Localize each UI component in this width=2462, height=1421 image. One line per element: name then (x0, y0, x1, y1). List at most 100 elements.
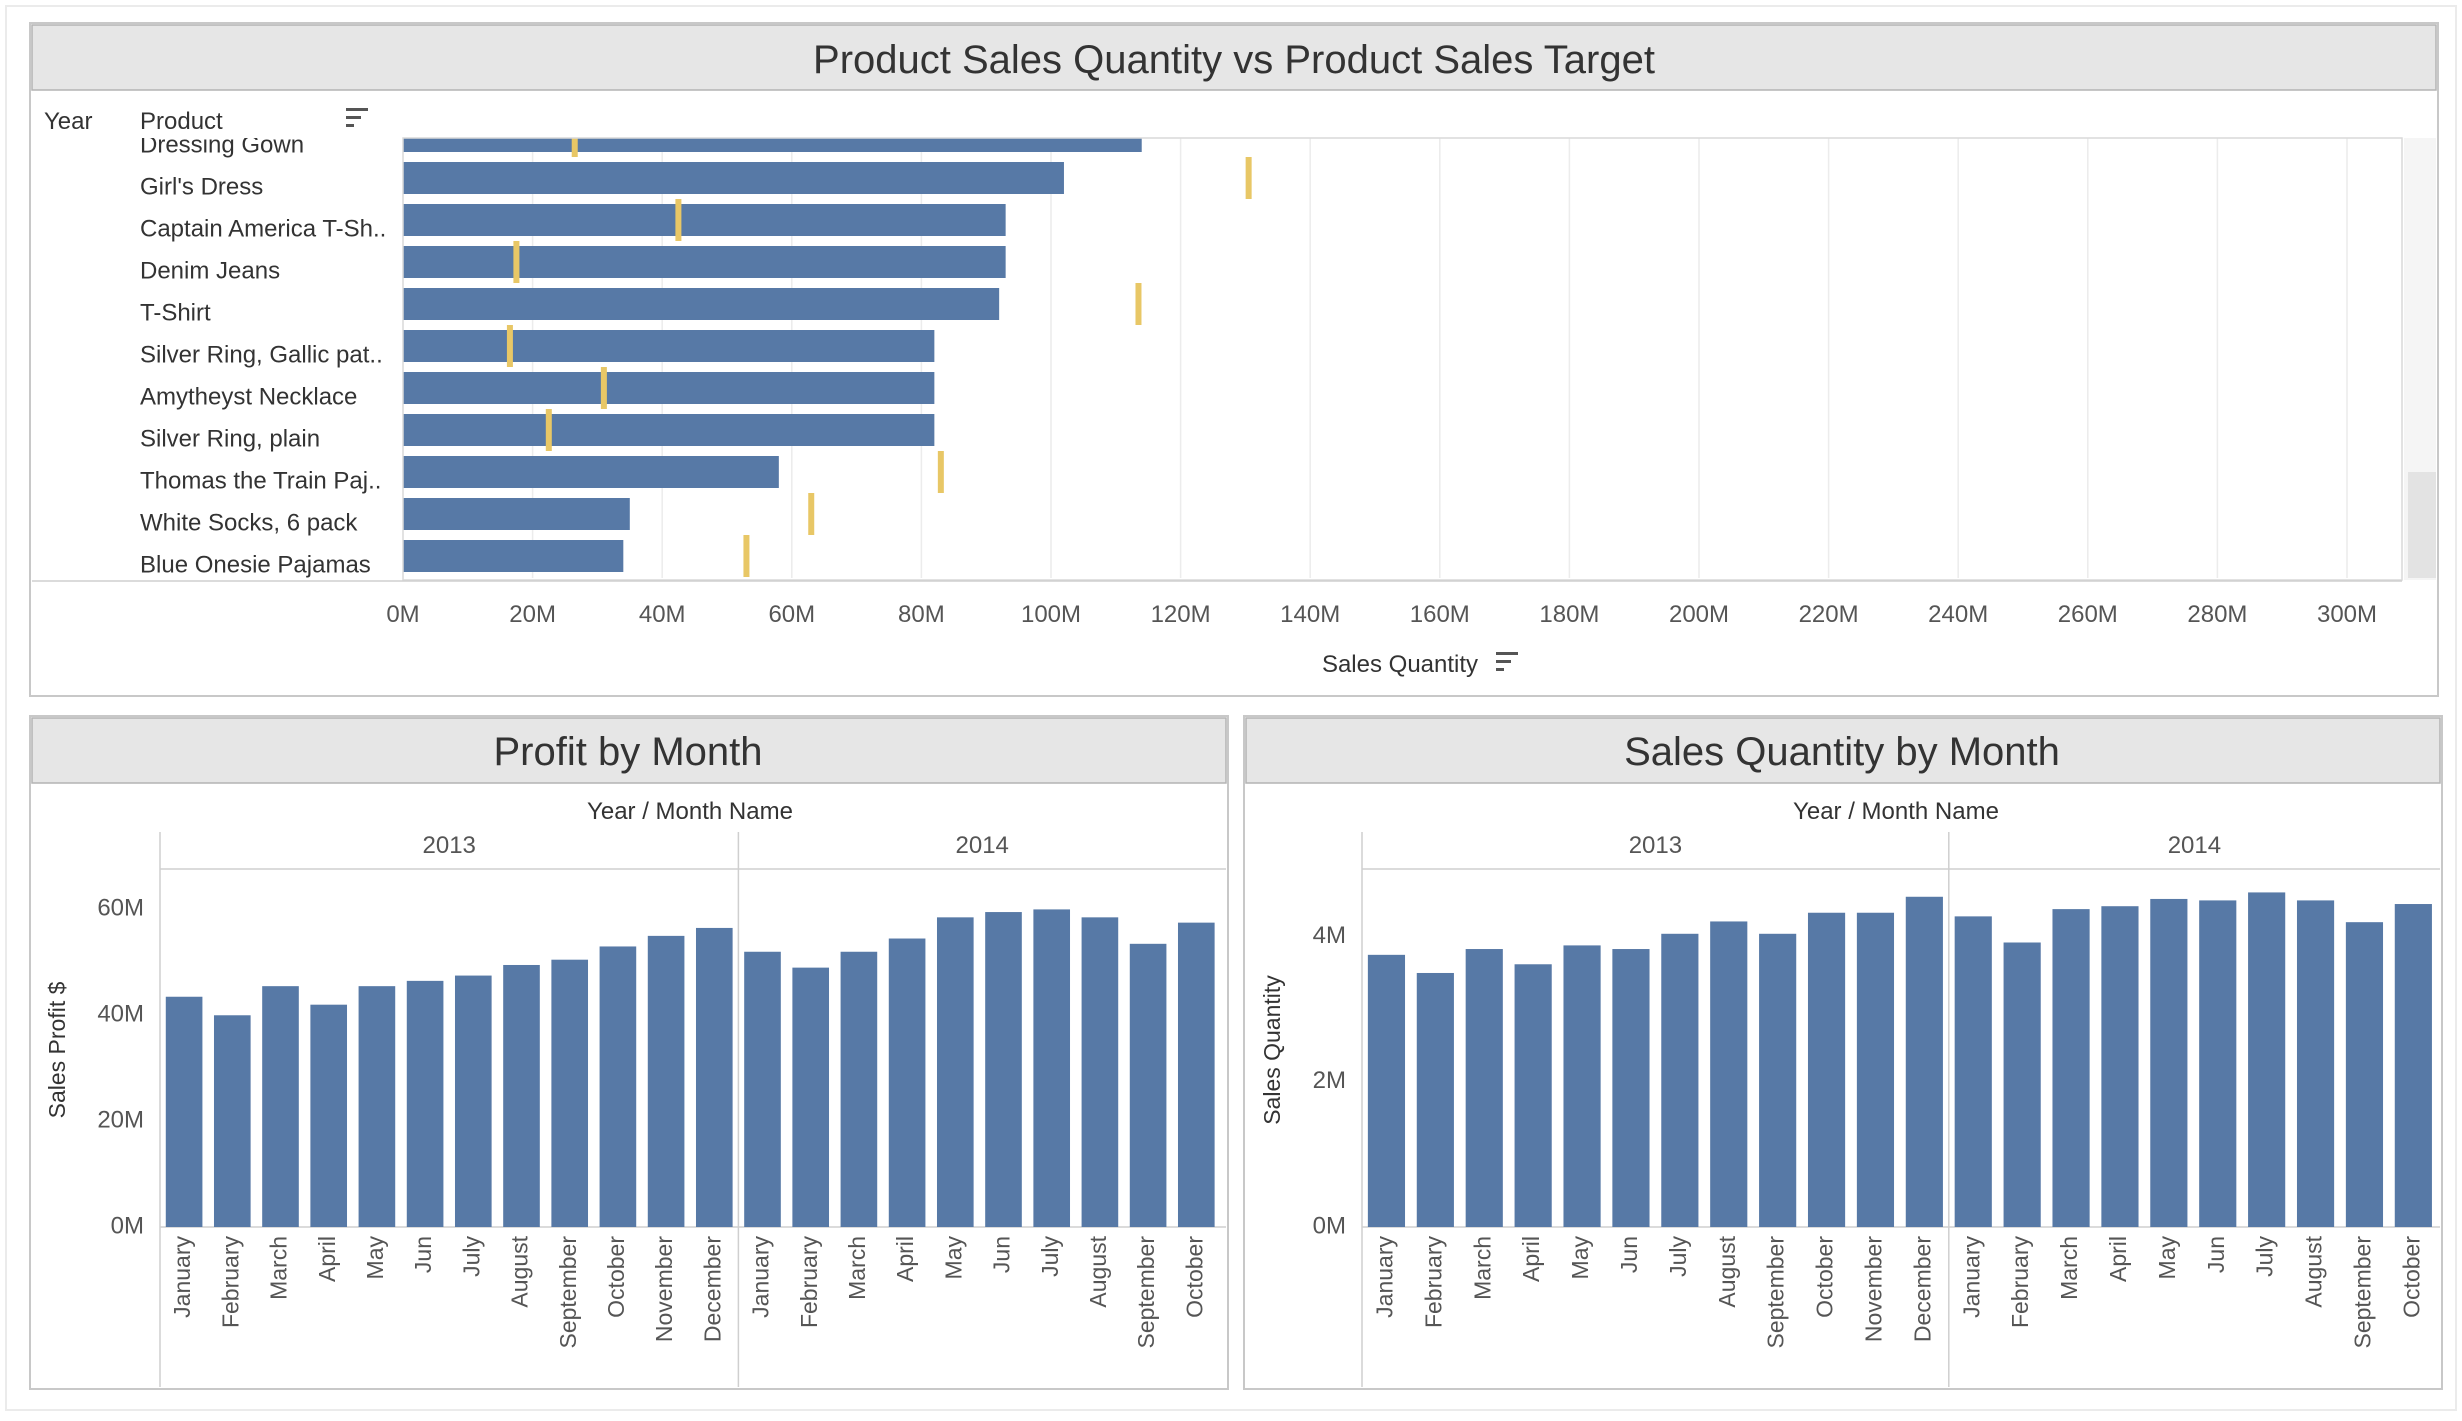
month-label: Jun (989, 1236, 1015, 1273)
month-bar[interactable] (2101, 906, 2139, 1227)
month-label: September (1133, 1236, 1159, 1349)
month-bar[interactable] (985, 912, 1022, 1227)
month-bar[interactable] (647, 935, 685, 1227)
month-bar[interactable] (1514, 964, 1552, 1227)
sort-icon[interactable] (1496, 652, 1518, 671)
scrollbar-thumb[interactable] (2408, 472, 2436, 578)
sales-quantity-bar[interactable] (403, 456, 779, 488)
month-label: August (507, 1235, 533, 1307)
row-header-product[interactable]: Product (140, 108, 223, 135)
month-label: Jun (1616, 1236, 1642, 1273)
month-bar[interactable] (1710, 921, 1748, 1227)
sales-target-marker[interactable] (545, 409, 552, 451)
month-bar[interactable] (888, 938, 926, 1227)
product-label[interactable]: Silver Ring, Gallic pat.. (140, 341, 383, 368)
month-bar[interactable] (1612, 949, 1650, 1227)
year-header[interactable]: 2013 (1629, 832, 1682, 859)
month-bar[interactable] (406, 980, 444, 1227)
product-label[interactable]: Silver Ring, plain (140, 425, 320, 452)
month-bar[interactable] (1033, 909, 1071, 1227)
sales-quantity-bar[interactable] (403, 246, 1006, 278)
year-header[interactable]: 2013 (423, 832, 476, 859)
month-bar[interactable] (2199, 900, 2237, 1227)
product-label[interactable]: Denim Jeans (140, 257, 280, 284)
sales-target-marker[interactable] (513, 241, 520, 283)
sales-quantity-bar[interactable] (403, 120, 1142, 152)
product-label[interactable]: T-Shirt (140, 299, 211, 326)
month-bar[interactable] (262, 986, 299, 1227)
month-label: March (844, 1236, 870, 1300)
month-bar[interactable] (2052, 909, 2090, 1227)
month-label: July (1037, 1236, 1063, 1277)
sales-target-marker[interactable] (1245, 157, 1252, 199)
sort-icon[interactable] (346, 108, 368, 127)
panel-product-sales: Product Sales Quantity vs Product Sales … (29, 22, 2439, 697)
month-bar[interactable] (2248, 892, 2286, 1227)
month-bar[interactable] (165, 996, 203, 1227)
sales-quantity-bar[interactable] (403, 162, 1064, 194)
month-bar[interactable] (2150, 898, 2188, 1227)
sales-target-marker[interactable] (937, 451, 944, 493)
month-bar[interactable] (1129, 943, 1167, 1227)
product-label[interactable]: Captain America T-Sh.. (140, 215, 386, 242)
month-bar[interactable] (695, 927, 733, 1227)
month-bar[interactable] (1856, 912, 1895, 1227)
month-bar[interactable] (2345, 922, 2384, 1227)
month-bar[interactable] (1905, 896, 1943, 1227)
month-bar[interactable] (454, 975, 492, 1227)
product-label[interactable]: Dressing Gown (140, 131, 304, 158)
column-header: Year / Month Name (1793, 798, 1999, 825)
month-bar[interactable] (2394, 904, 2432, 1227)
sales-quantity-bar[interactable] (403, 204, 1006, 236)
sales-target-marker[interactable] (743, 535, 750, 577)
y-tick-label: 4M (1313, 922, 1346, 949)
sales-target-marker[interactable] (675, 199, 682, 241)
month-bar[interactable] (551, 959, 589, 1227)
month-bar[interactable] (599, 946, 637, 1227)
sales-quantity-bar[interactable] (403, 288, 1000, 320)
month-bar[interactable] (1759, 933, 1797, 1227)
sales-target-marker[interactable] (571, 115, 578, 157)
sales-target-marker[interactable] (1135, 283, 1142, 325)
month-bar[interactable] (358, 986, 396, 1227)
year-header[interactable]: 2014 (956, 832, 1009, 859)
month-bar[interactable] (792, 967, 830, 1227)
month-bar[interactable] (213, 1015, 251, 1227)
product-label[interactable]: Girl's Dress (140, 173, 263, 200)
month-bar[interactable] (503, 964, 540, 1227)
sales-quantity-bar[interactable] (403, 414, 935, 446)
product-label[interactable]: Thomas the Train Paj.. (140, 467, 381, 494)
x-tick-label: 180M (1539, 601, 1599, 628)
sales-quantity-bar[interactable] (403, 330, 935, 362)
month-bar[interactable] (2296, 900, 2335, 1227)
month-bar[interactable] (2003, 942, 2041, 1227)
month-bar[interactable] (840, 951, 878, 1227)
month-bar[interactable] (1416, 972, 1454, 1227)
month-bar[interactable] (1661, 933, 1699, 1227)
product-label[interactable]: White Socks, 6 pack (140, 509, 358, 536)
product-label[interactable]: Blue Onesie Pajamas (140, 551, 371, 578)
sales-target-marker[interactable] (808, 493, 815, 535)
row-header-year[interactable]: Year (44, 108, 93, 135)
month-bar[interactable] (1563, 945, 1601, 1227)
sales-target-marker[interactable] (600, 367, 607, 409)
x-tick-label: 280M (2187, 601, 2247, 628)
month-label: December (699, 1236, 725, 1342)
month-bar[interactable] (1367, 954, 1406, 1227)
month-bar[interactable] (310, 1004, 348, 1227)
sales-quantity-bar[interactable] (403, 498, 630, 530)
month-label: March (1469, 1236, 1495, 1300)
month-bar[interactable] (1807, 912, 1846, 1227)
product-label[interactable]: Amytheyst Necklace (140, 383, 357, 410)
month-bar[interactable] (1081, 917, 1119, 1227)
sales-target-marker[interactable] (506, 325, 513, 367)
sales-quantity-bar[interactable] (403, 540, 624, 572)
scrollbar[interactable] (2404, 138, 2436, 580)
month-bar[interactable] (1465, 949, 1503, 1227)
month-bar[interactable] (1954, 916, 1992, 1227)
sales-quantity-bar[interactable] (403, 372, 935, 404)
month-bar[interactable] (936, 917, 974, 1227)
month-bar[interactable] (1177, 922, 1215, 1227)
month-bar[interactable] (744, 951, 781, 1227)
year-header[interactable]: 2014 (2168, 832, 2221, 859)
